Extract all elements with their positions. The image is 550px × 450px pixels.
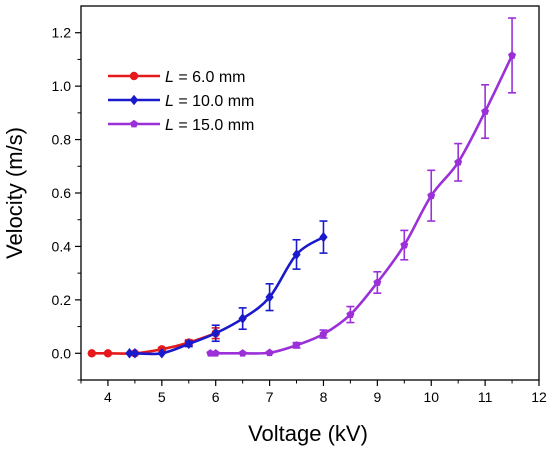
x-tick-label: 9: [373, 389, 381, 405]
data-point-l-10mm: [211, 328, 220, 339]
y-tick-label: 0.4: [52, 238, 72, 254]
data-point-l-15mm: [427, 191, 436, 200]
legend: L = 6.0 mmL = 10.0 mmL = 15.0 mm: [108, 69, 254, 134]
x-tick-label: 12: [531, 389, 547, 405]
data-point-l-10mm: [238, 313, 247, 324]
y-axis-title: Velocity (m/s): [2, 127, 27, 259]
legend-marker-l-10mm: [129, 94, 139, 106]
legend-label-l-15mm: L = 15.0 mm: [165, 117, 254, 134]
legend-label-value: = 6.0 mm: [174, 69, 246, 86]
x-tick-label: 11: [478, 389, 493, 405]
axes: 4 5 6 7 8 9 10 11 12 0.0 0.2 0.4 0.6 0.8 1.0 1.2: [52, 5, 547, 405]
legend-label-symbol: L: [165, 69, 174, 86]
x-axis-title: Voltage (kV): [248, 421, 368, 446]
data-point-l-6mm: [103, 349, 113, 358]
data-point-l-15mm: [206, 349, 215, 357]
data-point-l-15mm: [265, 348, 274, 357]
legend-label-value: = 10.0 mm: [174, 93, 254, 110]
data-point-l-15mm: [238, 349, 247, 357]
data-point-l-10mm: [184, 338, 193, 350]
data-point-l-6mm: [87, 349, 96, 358]
series-layer: [87, 17, 517, 359]
x-tick-label: 7: [266, 389, 274, 405]
data-point-l-10mm: [125, 348, 134, 359]
data-point-l-15mm: [481, 107, 490, 115]
data-point-l-15mm: [400, 240, 409, 249]
data-point-l-15mm: [319, 329, 328, 338]
legend-label-symbol: L: [165, 93, 174, 110]
legend-label-symbol: L: [165, 117, 174, 134]
data-point-l-15mm: [346, 310, 355, 318]
data-point-l-15mm: [454, 158, 463, 166]
x-tick-label: 10: [423, 389, 439, 405]
legend-label-value: = 15.0 mm: [174, 117, 254, 134]
y-tick-label: 0.6: [52, 185, 72, 201]
data-point-l-10mm: [157, 348, 167, 359]
data-point-l-10mm: [130, 348, 140, 359]
data-point-l-10mm: [265, 291, 274, 303]
y-tick-label: 0.8: [52, 132, 72, 148]
data-point-l-15mm: [292, 341, 301, 349]
data-point-l-15mm: [508, 51, 517, 59]
legend-label-l-10mm: L = 10.0 mm: [165, 93, 254, 110]
series-l-15mm: [206, 17, 517, 357]
data-point-l-10mm: [319, 231, 328, 243]
x-tick-label: 4: [104, 389, 112, 405]
y-tick-label: 0.2: [52, 292, 72, 308]
y-tick-label: 1.2: [52, 25, 72, 41]
legend-marker-l-6mm: [129, 71, 139, 81]
x-tick-label: 5: [158, 389, 166, 405]
data-point-l-10mm: [292, 249, 301, 260]
series-l-10mm: [125, 220, 328, 359]
x-tick-label: 6: [212, 389, 220, 405]
data-point-l-15mm: [211, 349, 220, 357]
legend-label-l-6mm: L = 6.0 mm: [165, 69, 245, 86]
data-point-l-15mm: [373, 278, 382, 286]
legend-marker-l-15mm: [130, 119, 138, 128]
x-tick-label: 8: [320, 389, 328, 405]
y-tick-label: 0.0: [52, 345, 72, 361]
y-tick-label: 1.0: [52, 78, 72, 94]
plot-frame: [80, 5, 540, 381]
